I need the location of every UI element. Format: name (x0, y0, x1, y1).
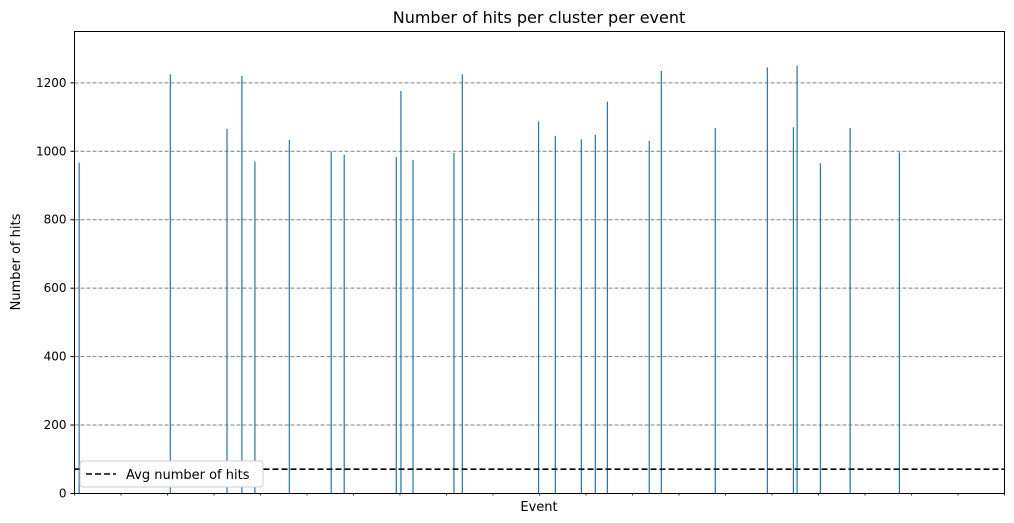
bar (395, 157, 397, 494)
bar (766, 67, 768, 494)
y-tick-label: 0 (59, 487, 67, 501)
bar (330, 151, 332, 494)
bar (648, 141, 650, 494)
chart-title: Number of hits per cluster per event (393, 8, 686, 27)
bar (453, 152, 455, 494)
bar (792, 127, 794, 494)
bar (226, 129, 228, 494)
bar (714, 128, 716, 494)
gridlines (74, 82, 1005, 426)
bar (819, 163, 821, 494)
y-axis-label: Number of hits (9, 213, 24, 310)
bar (849, 128, 851, 494)
x-axis-label: Event (520, 500, 557, 515)
bar (254, 161, 256, 494)
bar (400, 91, 402, 494)
bar (660, 70, 662, 494)
bars (78, 65, 901, 494)
bar (796, 65, 798, 494)
y-tick-label: 1200 (36, 76, 67, 90)
legend: Avg number of hits (79, 460, 264, 488)
bar (169, 74, 171, 494)
y-axis-ticks: 0 200 400 600 800 1000 1200 (36, 76, 75, 501)
bar (241, 75, 243, 494)
bar (606, 101, 608, 494)
y-tick-label: 200 (44, 418, 67, 432)
legend-label: Avg number of hits (126, 468, 250, 483)
y-tick-label: 400 (44, 350, 67, 364)
bar (898, 152, 901, 494)
legend-box (79, 460, 264, 488)
y-tick-label: 800 (44, 213, 67, 227)
bar (594, 134, 596, 494)
bar (461, 74, 463, 494)
bar (412, 159, 414, 494)
bar (537, 121, 540, 494)
bar (554, 135, 556, 494)
y-tick-label: 600 (44, 281, 67, 295)
y-tick-label: 1000 (36, 144, 67, 158)
bar (288, 139, 290, 494)
bar (343, 154, 345, 494)
x-axis-minor-ticks (74, 493, 1005, 496)
bar (580, 139, 582, 494)
bar (78, 162, 80, 494)
